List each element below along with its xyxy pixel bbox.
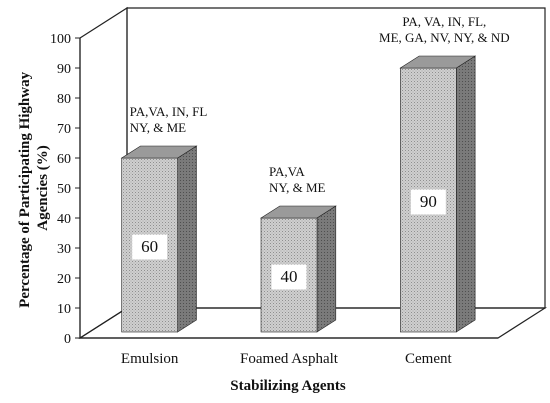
- y-tick-label: 90: [57, 62, 71, 77]
- x-category-label: Cement: [405, 351, 452, 367]
- y-axis-ticks: 0 10 20 30 40 50 60 70 80 90 100: [50, 32, 80, 347]
- y-tick-label: 20: [57, 272, 71, 287]
- y-axis-title-line-1: Percentage of Participating Highway: [17, 71, 33, 307]
- bar-annotation-line: ME, GA, NV, NY, & ND: [379, 30, 510, 45]
- y-tick-label: 80: [57, 92, 71, 107]
- y-tick-label: 70: [57, 122, 71, 137]
- value-label-box: [271, 264, 307, 290]
- y-tick-label: 0: [64, 332, 71, 347]
- bar-side: [456, 55, 476, 333]
- value-label: 90: [420, 192, 437, 211]
- bar-annotation-line: PA,VA: [269, 164, 305, 179]
- bar-annotation-line: NY, & ME: [269, 180, 326, 195]
- y-tick-label: 100: [50, 32, 71, 47]
- bar-top: [399, 55, 477, 69]
- y-tick-label: 10: [57, 302, 71, 317]
- bar-top: [120, 145, 198, 159]
- side-wall: [79, 6, 128, 340]
- value-label: 40: [281, 267, 298, 286]
- bar-side: [316, 205, 337, 333]
- x-axis-labels: Emulsion Foamed Asphalt Cement: [121, 351, 453, 367]
- y-axis-title: Percentage of Participating Highway Agen…: [17, 68, 51, 308]
- x-category-label: Foamed Asphalt: [240, 351, 339, 367]
- bar-annotation-line: PA, VA, IN, FL,: [402, 14, 486, 29]
- value-label-box: [132, 234, 168, 260]
- value-label-box: [410, 189, 446, 215]
- y-tick-label: 40: [57, 212, 71, 227]
- bar-annotation-line: NY, & ME: [130, 120, 187, 135]
- bar-annotation-line: PA,VA, IN, FL: [130, 104, 208, 119]
- value-label: 60: [141, 237, 158, 256]
- x-axis-title: Stabilizing Agents: [230, 378, 346, 394]
- y-axis-title-line-2: Agencies (%): [35, 145, 51, 230]
- y-tick-label: 30: [57, 242, 71, 257]
- y-tick-label: 50: [57, 182, 71, 197]
- bar-side: [177, 145, 197, 333]
- bar-top: [259, 205, 337, 219]
- x-category-label: Emulsion: [121, 351, 179, 367]
- y-tick-label: 60: [57, 152, 71, 167]
